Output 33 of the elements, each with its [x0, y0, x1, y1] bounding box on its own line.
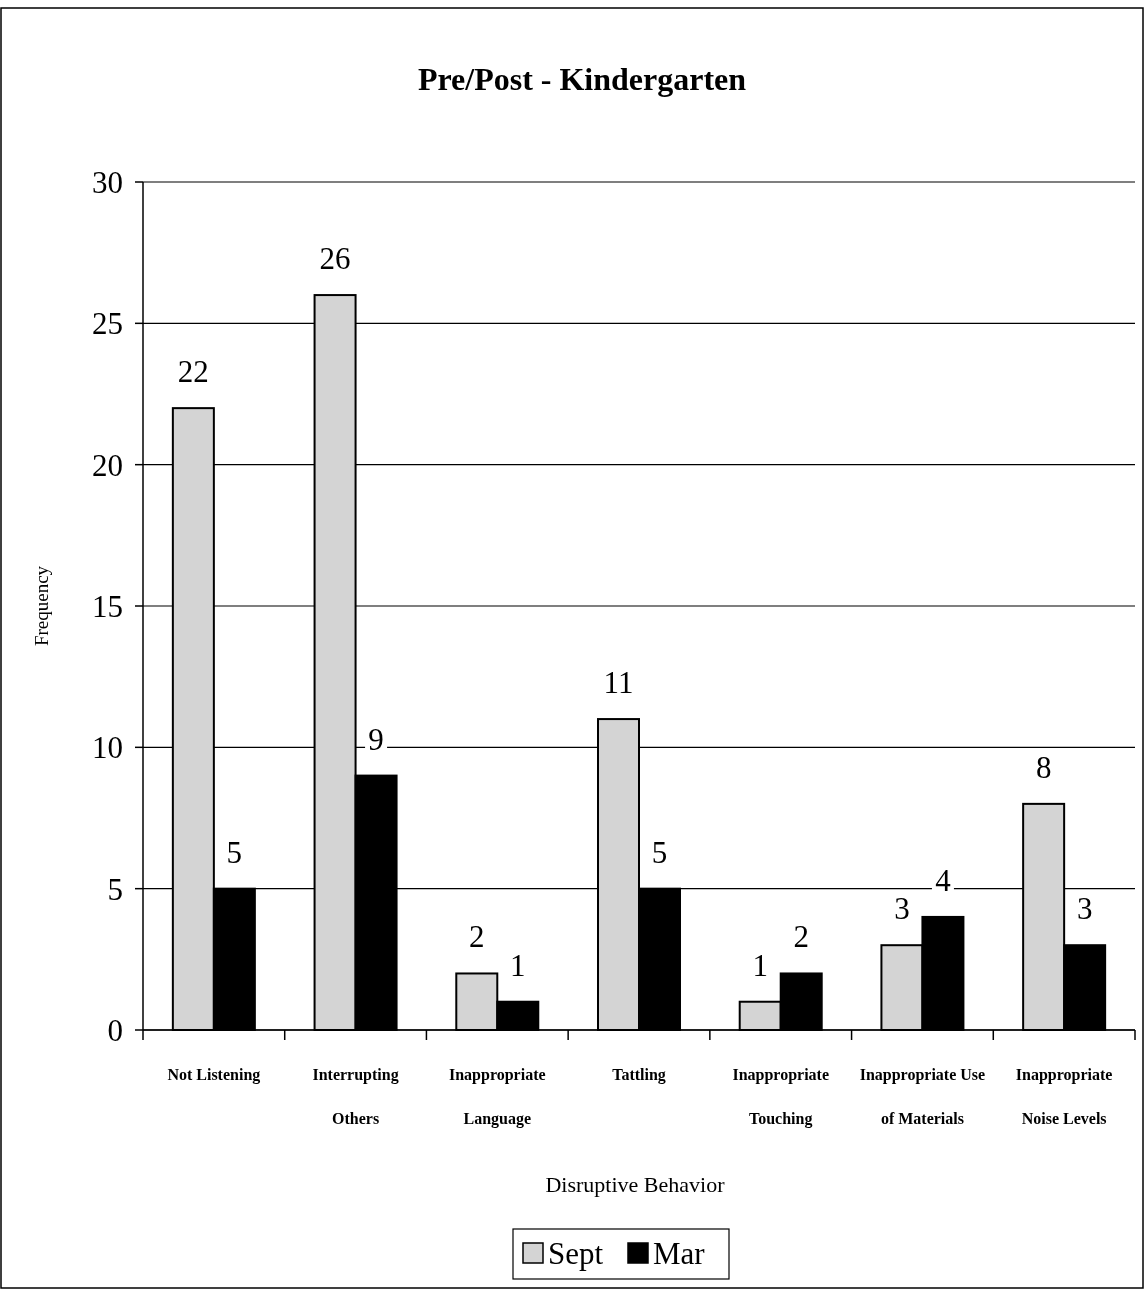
data-label: 3 — [894, 891, 910, 927]
category-label: Interrupting Others — [312, 1066, 399, 1127]
data-label: 8 — [1035, 749, 1052, 785]
data-label: 2 — [793, 919, 809, 955]
chart-title: Pre/Post - Kindergarten — [417, 61, 747, 97]
data-label: 9 — [368, 721, 384, 757]
y-tick-label: 25 — [92, 306, 123, 342]
data-label: 3 — [1076, 891, 1093, 927]
x-axis-title: Disruptive Behavior — [545, 1172, 726, 1197]
category-label: Inappropriate Touching — [732, 1066, 830, 1127]
y-tick-label: 15 — [92, 589, 123, 624]
y-tick-label: 20 — [92, 447, 123, 483]
y-tick-label: 30 — [92, 165, 123, 200]
category-label: Inappropriate Language — [448, 1066, 546, 1127]
data-label: 11 — [603, 665, 634, 701]
data-label: 26 — [319, 241, 351, 277]
data-label: 22 — [177, 354, 209, 390]
x-tick-label: Tattling — [612, 1066, 666, 1084]
y-axis-title: Frequency — [31, 565, 52, 647]
category-label: Inappropriate Noise Levels — [1015, 1066, 1113, 1127]
data-label: 4 — [935, 862, 952, 898]
y-tick-label: 10 — [92, 730, 123, 766]
legend-label: Mar — [653, 1236, 706, 1271]
category-label: Inappropriate Use of Materials — [859, 1066, 986, 1127]
x-tick-label: Not Listening — [167, 1066, 261, 1084]
data-label: 5 — [226, 834, 243, 870]
data-label: 5 — [651, 834, 668, 870]
data-label: 2 — [469, 919, 485, 955]
y-tick-label: 0 — [107, 1013, 123, 1048]
data-label: 1 — [510, 947, 526, 983]
y-tick-label: 5 — [107, 871, 123, 907]
legend-label: Sept — [548, 1236, 604, 1271]
data-label: 1 — [752, 947, 768, 983]
